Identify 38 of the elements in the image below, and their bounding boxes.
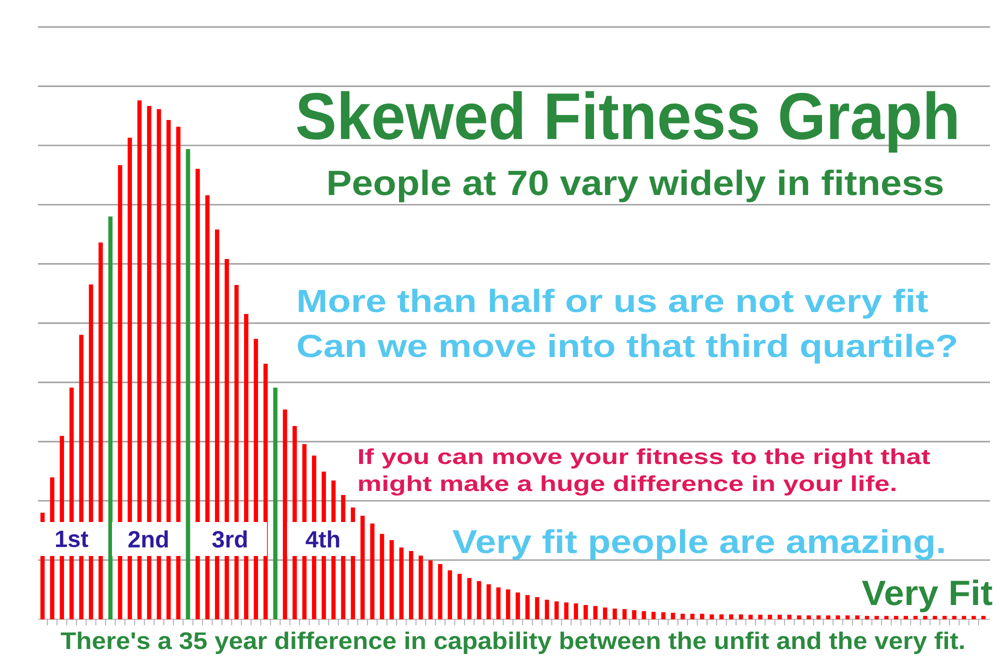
bar bbox=[516, 592, 520, 620]
bar bbox=[680, 614, 685, 620]
bar bbox=[486, 584, 491, 620]
bar bbox=[448, 570, 452, 620]
bar bbox=[904, 616, 908, 620]
bar bbox=[564, 602, 568, 620]
bar bbox=[196, 168, 200, 620]
bar bbox=[554, 601, 559, 620]
bar bbox=[360, 516, 365, 620]
annotation: 3rd bbox=[212, 530, 247, 548]
annotation: 4th bbox=[306, 530, 340, 548]
annotation: 2nd bbox=[128, 530, 168, 548]
annotation: 1st bbox=[56, 530, 88, 548]
annotation: More than half or us are not very fit bbox=[298, 288, 928, 319]
bar bbox=[476, 581, 482, 620]
bar bbox=[370, 524, 374, 620]
bar bbox=[438, 564, 442, 620]
bar bbox=[758, 614, 762, 620]
bar bbox=[506, 589, 510, 620]
bar bbox=[428, 560, 433, 620]
text: There's a 35 year difference in capability between the unfit and the very fit. bbox=[60, 632, 964, 654]
bar bbox=[408, 551, 414, 620]
bar bbox=[525, 595, 530, 620]
bar bbox=[874, 616, 879, 620]
bar bbox=[399, 547, 404, 620]
bar bbox=[98, 242, 103, 620]
annotation: Very Fit bbox=[862, 580, 992, 612]
annotation: Can we move into that third quartile? bbox=[298, 334, 956, 364]
bar bbox=[952, 616, 956, 620]
annotation: If you can move your fitness to the right that bbox=[359, 448, 930, 469]
chart-title: Skewed Fitness Graph bbox=[297, 91, 956, 153]
annotation: might make a huge difference in your life. bbox=[359, 475, 896, 496]
bar bbox=[390, 540, 394, 620]
bar bbox=[710, 614, 714, 620]
text: People at 70 vary widely in fitness bbox=[328, 170, 943, 202]
annotation: Very fit people are amazing. bbox=[452, 529, 944, 560]
bar bbox=[273, 388, 278, 620]
bar bbox=[642, 611, 646, 620]
